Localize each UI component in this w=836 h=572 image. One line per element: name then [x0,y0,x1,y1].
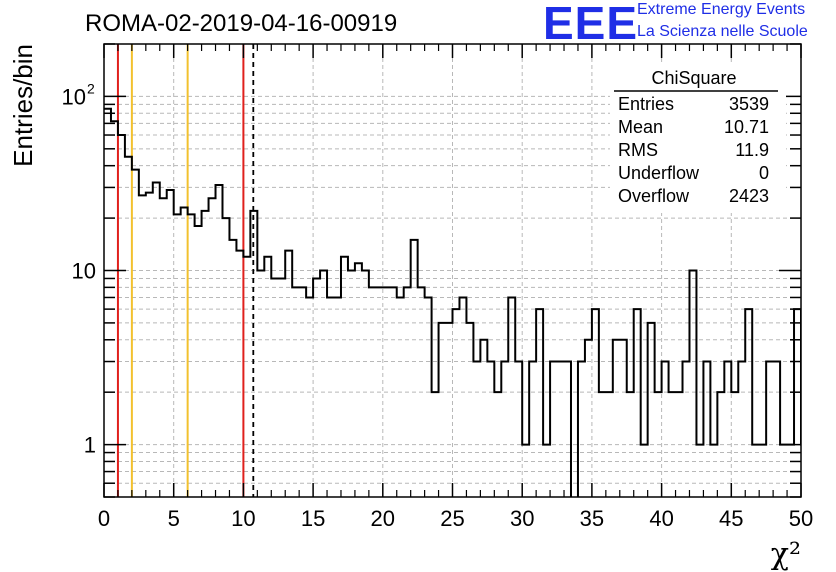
stats-row-value: 10.71 [724,117,769,137]
y-tick-exponent: 2 [87,80,95,96]
stats-rows: Entries 3539 Mean 10.71 RMS 11.9 Underflow 0 Ove… [618,94,769,206]
logo-line-1: Extreme Energy Events [637,1,806,18]
x-tick-label: 20 [371,506,395,531]
stats-row-label: Overflow [618,186,690,206]
stats-row-label: Entries [618,94,674,114]
x-tick-label: 40 [649,506,673,531]
stats-box: ChiSquare Entries 3539 Mean 10.71 RMS 11.9 Und… [610,63,786,213]
stats-row-value: 2423 [729,186,769,206]
stats-row-value: 11.9 [735,140,769,160]
x-axis-title: χ² [771,537,801,572]
x-tick-label: 35 [580,506,604,531]
histogram-series [104,107,801,497]
y-tick-label: 10 [62,84,86,109]
x-tick-label: 25 [440,506,464,531]
stats-row-label: Underflow [618,163,700,183]
stats-row-value: 3539 [729,94,769,114]
x-tick-label: 0 [98,506,110,531]
y-tick-label: 1 [84,433,96,458]
stats-row-label: Mean [618,117,663,137]
chart-title: ROMA-02-2019-04-16-00919 [85,10,398,37]
logo-line-2: La Scienza nelle Scuole [637,23,808,40]
axis-ticks [103,43,802,498]
x-tick-label: 30 [510,506,534,531]
x-tick-label: 45 [719,506,743,531]
y-tick-label: 10 [72,259,96,284]
eee-logo-text: EEE [543,0,639,49]
x-tick-label: 10 [231,506,255,531]
x-tick-label: 15 [301,506,325,531]
stats-title: ChiSquare [651,68,736,88]
stats-row-label: RMS [618,140,658,160]
x-tick-label: 50 [789,506,813,531]
x-tick-label: 5 [168,506,180,531]
y-axis-title: Entries/bin [8,44,38,167]
stats-row-value: 0 [759,163,769,183]
